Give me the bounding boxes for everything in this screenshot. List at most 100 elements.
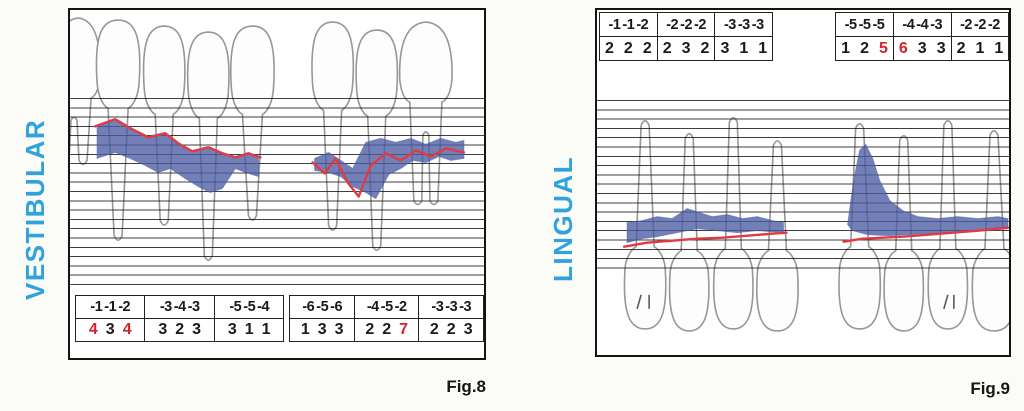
value: 2: [605, 39, 614, 57]
recession-values-row: -1 -1 -2 -3 -4 -3 -5 -5 -4: [74, 295, 285, 319]
value: 3: [227, 321, 237, 338]
value: 3: [720, 39, 730, 57]
value: -3: [930, 16, 943, 33]
crown-mark: [636, 294, 642, 310]
value: -4: [173, 299, 186, 315]
value: 2: [365, 321, 375, 338]
value: -2: [694, 16, 706, 33]
value: 1: [244, 321, 254, 338]
value-group: -2 -2 -2: [656, 12, 716, 37]
value: -1: [104, 299, 117, 315]
value: 3: [463, 321, 473, 338]
value: -3: [737, 16, 750, 33]
value: 6: [898, 39, 908, 57]
value: 5: [878, 39, 888, 57]
value: -2: [394, 299, 407, 315]
value: 3: [192, 321, 202, 338]
value: -5: [243, 299, 256, 315]
value: -2: [974, 16, 986, 33]
value: -2: [636, 16, 649, 33]
value: 2: [662, 39, 672, 57]
value: 3: [936, 39, 946, 57]
value: 4: [122, 321, 132, 338]
value: -5: [844, 16, 857, 33]
value: 3: [681, 39, 691, 57]
fig8-pocket-area-right: [314, 137, 465, 200]
fig8-caption: Fig.8: [446, 377, 486, 396]
value: -3: [459, 299, 472, 315]
value: 1: [739, 39, 749, 57]
value: 2: [175, 321, 185, 338]
value: -3: [159, 299, 172, 315]
value-group: -4 -5 -2: [353, 295, 420, 319]
value: -1: [622, 16, 635, 33]
value: 1: [841, 39, 851, 57]
value: 3: [105, 321, 115, 338]
value: 2: [429, 321, 439, 338]
value: -6: [330, 299, 343, 315]
value: 2: [700, 39, 710, 57]
value-group: -5 -5 -4: [213, 295, 285, 319]
value: 2: [446, 321, 456, 338]
value: -5: [380, 299, 393, 315]
value: -2: [666, 16, 679, 33]
fig9-side-label: LINGUAL: [548, 155, 578, 282]
value: -5: [872, 16, 885, 33]
value: 2: [382, 321, 392, 338]
value: -4: [366, 299, 379, 315]
value: -3: [445, 299, 458, 315]
value: -1: [90, 299, 103, 315]
value: 2: [623, 39, 633, 57]
fig8-pocket-area-left: [96, 117, 259, 194]
value: 3: [158, 321, 168, 338]
value: -4: [257, 299, 270, 315]
value-group: -5 -5 -5: [835, 12, 894, 37]
value: 3: [917, 39, 927, 57]
value-group: -4 -4 -3: [892, 12, 952, 37]
value-group: -1 -1 -2: [74, 295, 146, 319]
value: -6: [302, 299, 315, 315]
value: 7: [399, 321, 409, 338]
value: -2: [680, 16, 693, 33]
value: 1: [261, 321, 271, 338]
recession-values-row: -5 -5 -5 -4 -4 -3 -2 -2 -2: [835, 12, 1010, 37]
fig9-pocket-area-right: [847, 143, 1009, 237]
value: 3: [317, 321, 327, 338]
crown-mark: [943, 294, 949, 310]
value-group: -1 -1 -2: [599, 12, 658, 37]
value-group: -3 -3 -3: [418, 295, 484, 319]
fig9-pocket-overlay: [622, 143, 1009, 248]
value: -5: [316, 299, 329, 315]
value: 2: [860, 39, 869, 57]
value: -3: [751, 16, 764, 33]
value: 1: [758, 39, 768, 57]
value: -1: [608, 16, 621, 33]
recession-values-row: -6 -5 -6 -4 -5 -2 -3 -3 -3: [289, 295, 484, 319]
value: -5: [858, 16, 871, 33]
value: 1: [300, 321, 310, 338]
value: -2: [118, 299, 131, 315]
value-group: -6 -5 -6: [289, 295, 355, 319]
fig8-side-label: VESTIBULAR: [20, 118, 50, 300]
value: -4: [902, 16, 915, 33]
